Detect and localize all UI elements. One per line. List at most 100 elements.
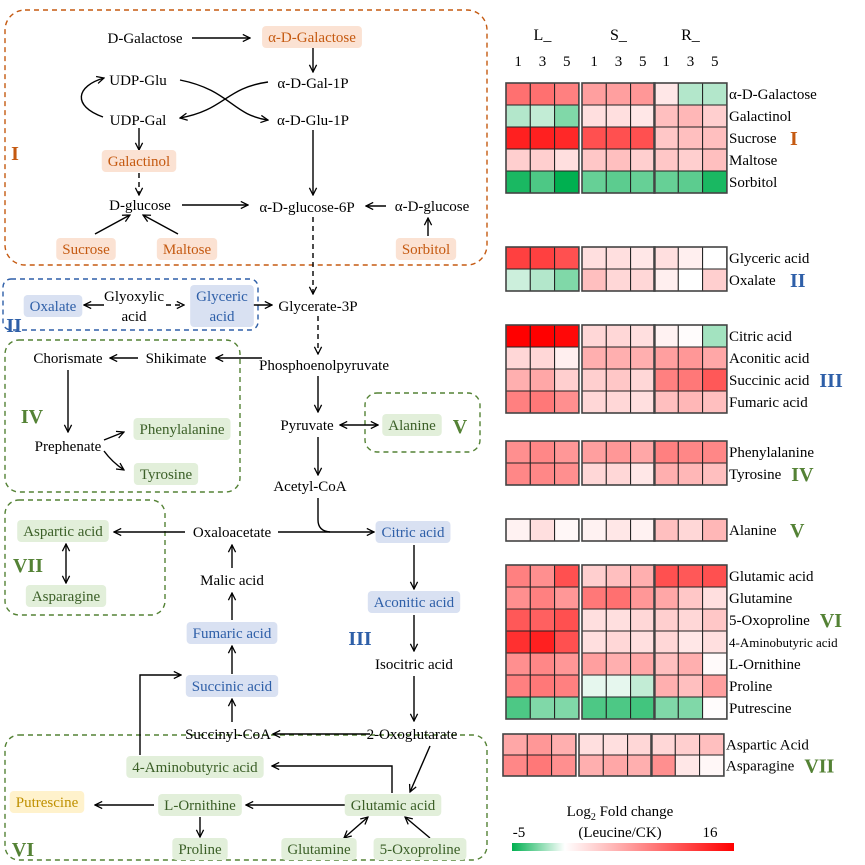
node-proline: Proline (172, 838, 228, 860)
heatmap-cell (653, 148, 679, 172)
heatmap-cell (529, 564, 556, 588)
heatmap-cell (529, 148, 556, 172)
heatmap-cell (505, 630, 531, 654)
heatmap-cell (581, 246, 607, 270)
heatmap-cell (702, 586, 728, 610)
heatmap-cell (605, 696, 632, 720)
legend-title: Log2 Fold change (567, 804, 674, 823)
heatmap-cell (529, 586, 556, 610)
node-box (344, 794, 442, 816)
pathway-group-label-i: I (11, 143, 19, 165)
heatmap-cell (602, 733, 629, 756)
heatmap-cell (581, 268, 607, 292)
heatmap-cell (554, 518, 580, 542)
heatmap-cell (529, 346, 556, 370)
heatmap-cell (505, 564, 531, 588)
node-label: α-D-glucose-6P (259, 200, 354, 216)
node-a-d-glucose: α-D-glucose (395, 199, 470, 215)
node-label: Putrescine (16, 795, 79, 811)
heatmap-cell (653, 368, 679, 392)
node-d-glucose: D-glucose (109, 198, 171, 214)
heatmap-cell (529, 126, 556, 150)
heatmap-cell (581, 324, 607, 348)
column-day-label: 3 (615, 54, 623, 70)
heatmap-row-label: Oxalate (729, 273, 776, 289)
heatmap-group-frame (653, 324, 728, 414)
heatmap-cell (605, 586, 632, 610)
node-label: UDP-Glu (109, 73, 167, 89)
heatmap-cell (505, 268, 531, 292)
heatmap-cell (677, 368, 704, 392)
node-5-oxoproline: 5-Oxoproline (373, 838, 467, 860)
heatmap-cell (630, 462, 656, 486)
heatmap-group-frame (502, 733, 577, 777)
heatmap-cell (702, 126, 728, 150)
node-label: Galactinol (108, 154, 170, 170)
heatmap-cell (578, 754, 604, 777)
node-box (101, 150, 177, 172)
node-label: Succinic acid (192, 679, 273, 695)
group-box-i (4, 9, 488, 266)
heatmap-cell (677, 586, 704, 610)
heatmap-cell (605, 390, 632, 414)
heatmap-cell (702, 346, 728, 370)
heatmap-cell (630, 564, 656, 588)
heatmap-cell (578, 733, 604, 756)
pathway-nodes: D-Galactose α-D-Galactose UDP-Glu α-D-Gal-1… (9, 26, 470, 860)
heatmap-group-frame (505, 564, 580, 720)
heatmap-cell (529, 368, 556, 392)
heatmap-cell (554, 104, 580, 128)
legend-color-bar (512, 843, 734, 851)
heatmap-cell (581, 126, 607, 150)
node-label: Chorismate (33, 351, 102, 367)
heatmap-cell (529, 390, 556, 414)
node-label: 5-Oxoproline (380, 842, 461, 858)
heatmap-cell (674, 754, 701, 777)
heatmap-cell (630, 268, 656, 292)
heatmap-group-frame (581, 82, 656, 194)
heatmap-cell (653, 170, 679, 194)
node-a-d-glu-1p: α-D-Glu-1P (277, 113, 349, 129)
heatmap-cell (529, 608, 556, 632)
pathway-arrow (143, 215, 179, 235)
heatmap-cell (702, 696, 728, 720)
node-label: Glyoxylic (104, 289, 164, 305)
node-label: Glyceric (196, 289, 248, 305)
node-label: Phosphoenolpyruvate (259, 358, 389, 374)
heatmap-row-label: α-D-Galactose (729, 87, 817, 103)
heatmap-cell (702, 246, 728, 270)
node-label: Prephenate (35, 439, 102, 455)
node-box (133, 463, 199, 485)
node-label: Citric acid (382, 525, 445, 541)
heatmap-cell (677, 518, 704, 542)
heatmap-cell (702, 518, 728, 542)
column-group-label: L_ (534, 27, 553, 44)
node-label: 4-Aminobutyric acid (132, 760, 258, 776)
heatmap-cell (677, 170, 704, 194)
node-udp-glu: UDP-Glu (109, 73, 167, 89)
heatmap-cell (505, 368, 531, 392)
heatmap-cell (653, 608, 679, 632)
heatmap-cell (554, 674, 580, 698)
heatmap-cell (529, 696, 556, 720)
node-box (375, 521, 451, 543)
heatmap-cell (702, 324, 728, 348)
heatmap-cell (677, 440, 704, 464)
heatmap-group-frame (581, 440, 656, 486)
node-label: Oxaloacetate (193, 525, 272, 541)
heatmap-cell (605, 368, 632, 392)
heatmap-cell (505, 518, 531, 542)
heatmap-row-label: Fumaric acid (729, 395, 808, 411)
heatmap-group-frame (505, 518, 580, 542)
heatmap-group-numeral: VI (820, 610, 842, 632)
heatmap-group-numeral: IV (791, 464, 814, 486)
heatmap-cell (505, 170, 531, 194)
heatmap-cell (581, 368, 607, 392)
heatmap-cell (653, 346, 679, 370)
heatmap-cell (702, 674, 728, 698)
heatmap-cell (653, 268, 679, 292)
node-label: Fumaric acid (193, 626, 272, 642)
node-label: Glutamine (287, 842, 351, 858)
group-box-ii (2, 278, 259, 331)
heatmap-cell (529, 268, 556, 292)
